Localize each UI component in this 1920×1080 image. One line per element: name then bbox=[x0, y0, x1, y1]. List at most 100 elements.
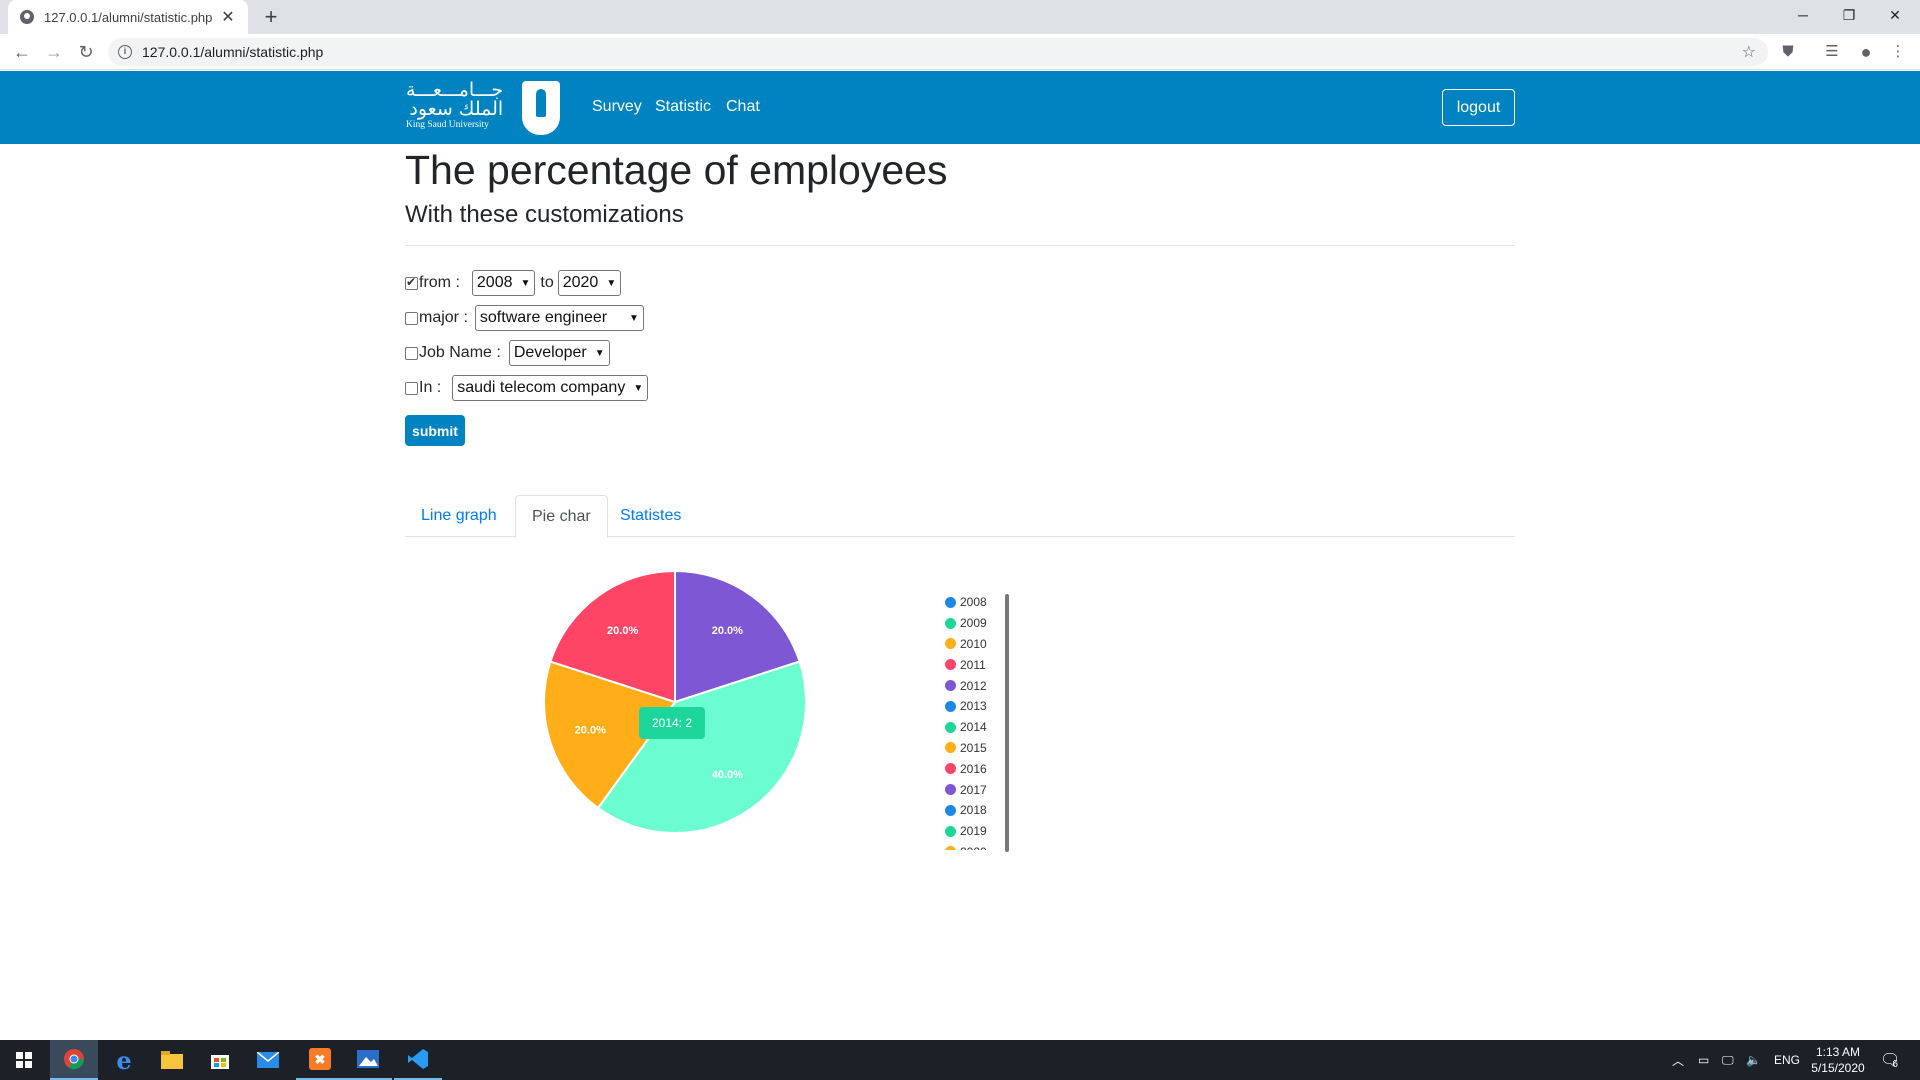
clock-time: 1:13 AM bbox=[1815, 1045, 1861, 1059]
filter-row-major: major : software engineer ▼ bbox=[405, 305, 644, 331]
legend-item-2020[interactable]: 2020 bbox=[945, 842, 1005, 850]
legend-item-2008[interactable]: 2008 bbox=[945, 592, 1005, 613]
in-checkbox[interactable] bbox=[405, 381, 418, 395]
major-label: major : bbox=[419, 309, 468, 326]
close-window-button[interactable]: ✕ bbox=[1889, 7, 1901, 23]
legend-item-2012[interactable]: 2012 bbox=[945, 675, 1005, 696]
bookmark-star-icon[interactable]: ☆ bbox=[1741, 44, 1756, 61]
extension-shield-icon[interactable]: ⛊ bbox=[1782, 43, 1794, 60]
legend-item-2018[interactable]: 2018 bbox=[945, 800, 1005, 821]
legend-label: 2018 bbox=[960, 803, 987, 818]
language-indicator[interactable]: ENG bbox=[1774, 1053, 1801, 1067]
clock[interactable]: 1:13 AM 5/15/2020 bbox=[1808, 1040, 1868, 1080]
pie-slice-2015[interactable] bbox=[545, 660, 677, 810]
windows-start-icon[interactable] bbox=[0, 1040, 48, 1080]
globe-icon bbox=[20, 10, 34, 24]
major-checkbox[interactable] bbox=[405, 311, 418, 325]
back-button[interactable]: ← bbox=[13, 42, 31, 62]
logo-english-text: King Saud University bbox=[406, 120, 489, 130]
legend-item-2019[interactable]: 2019 bbox=[945, 821, 1005, 842]
close-tab-icon[interactable]: ✕ bbox=[221, 9, 235, 26]
browser-tab[interactable]: 127.0.0.1/alumni/statistic.php ✕ bbox=[8, 0, 248, 34]
logout-button[interactable]: logout bbox=[1442, 89, 1515, 126]
menu-icon[interactable]: ⋮ bbox=[1890, 43, 1906, 60]
legend-item-2011[interactable]: 2011 bbox=[945, 654, 1005, 675]
nav-survey[interactable]: Survey bbox=[592, 98, 642, 115]
file-explorer-icon[interactable] bbox=[148, 1040, 196, 1080]
media-icon[interactable]: ☰ bbox=[1825, 43, 1839, 60]
logo-arabic-line2: الملك سعود bbox=[409, 98, 504, 120]
store-icon[interactable] bbox=[196, 1040, 244, 1080]
legend-item-2017[interactable]: 2017 bbox=[945, 779, 1005, 800]
pie-slice-2012[interactable] bbox=[674, 569, 801, 704]
svg-text:✖: ✖ bbox=[315, 1052, 326, 1067]
tray-chevron-icon[interactable]: ︿ bbox=[1672, 1053, 1685, 1068]
pie-slice-2014[interactable] bbox=[596, 660, 807, 834]
xampp-icon[interactable]: ✖ bbox=[296, 1040, 344, 1080]
legend-item-2013[interactable]: 2013 bbox=[945, 696, 1005, 717]
tab-line-graph[interactable]: Line graph bbox=[421, 507, 497, 524]
from-checkbox[interactable] bbox=[405, 275, 418, 290]
tray-network-icon[interactable]: ▭ bbox=[1698, 1053, 1710, 1067]
legend-item-2016[interactable]: 2016 bbox=[945, 758, 1005, 779]
legend-marker bbox=[945, 846, 956, 850]
chart-legend: 2008 2009 2010 2011 2012 2013 2014 2015 2016 2017… bbox=[945, 592, 1005, 850]
chevron-down-icon: ▼ bbox=[606, 277, 617, 289]
filter-row-job: Job Name : Developer ▼ bbox=[405, 340, 610, 366]
edge-icon[interactable]: e bbox=[116, 1045, 132, 1075]
university-logo[interactable]: جـــامـــعـــة الملك سعود King Saud Univ… bbox=[406, 79, 562, 137]
tab-statistes[interactable]: Statistes bbox=[620, 507, 682, 524]
notifications-icon[interactable]: 🗨 6 bbox=[1880, 1052, 1901, 1070]
legend-label: 2011 bbox=[960, 657, 986, 672]
filter-row-company: In : saudi telecom company ▼ bbox=[405, 375, 649, 401]
legend-label: 2020 bbox=[960, 845, 987, 850]
major-select[interactable]: software engineer ▼ bbox=[474, 305, 644, 331]
profile-icon[interactable]: ● bbox=[1860, 42, 1872, 62]
from-label: from : bbox=[419, 274, 460, 291]
legend-item-2010[interactable]: 2010 bbox=[945, 634, 1005, 655]
filter-row-year: from : 2008 ▼ to 2020 ▼ bbox=[405, 270, 622, 296]
legend-label: 2015 bbox=[960, 740, 987, 755]
chevron-down-icon: ▼ bbox=[629, 312, 639, 324]
to-year-select[interactable]: 2020 ▼ bbox=[557, 270, 622, 296]
legend-marker bbox=[945, 596, 956, 608]
logo-arabic-line1: جـــامـــعـــة bbox=[406, 79, 504, 101]
forward-button[interactable]: → bbox=[45, 42, 63, 62]
vscode-icon[interactable] bbox=[394, 1040, 442, 1080]
legend-item-2014[interactable]: 2014 bbox=[945, 717, 1005, 738]
chevron-down-icon: ▼ bbox=[520, 277, 531, 289]
nav-statistic[interactable]: Statistic bbox=[655, 98, 712, 115]
in-label: In : bbox=[419, 379, 442, 396]
pie-label-2012: 20.0% bbox=[712, 625, 743, 637]
legend-item-2015[interactable]: 2015 bbox=[945, 738, 1005, 759]
company-select[interactable]: saudi telecom company ▼ bbox=[452, 375, 649, 401]
pie-label-2015: 20.0% bbox=[575, 725, 606, 737]
legend-scrollbar[interactable] bbox=[1005, 594, 1009, 852]
chrome-icon[interactable] bbox=[50, 1040, 98, 1080]
tab-pie-chart[interactable]: Pie char bbox=[515, 495, 608, 538]
legend-item-2009[interactable]: 2009 bbox=[945, 613, 1005, 634]
tray-monitor-icon[interactable]: 🖵 bbox=[1722, 1052, 1734, 1067]
submit-button[interactable]: submit bbox=[405, 415, 465, 446]
info-icon[interactable]: i bbox=[118, 45, 132, 59]
new-tab-button[interactable]: + bbox=[264, 4, 278, 29]
job-select[interactable]: Developer ▼ bbox=[508, 340, 610, 366]
photos-icon[interactable] bbox=[344, 1040, 392, 1080]
restore-button[interactable]: ❐ bbox=[1842, 7, 1856, 23]
from-year-select[interactable]: 2008 ▼ bbox=[471, 270, 536, 296]
browser-toolbar: ← → ↻ i 127.0.0.1/alumni/statistic.php ☆… bbox=[0, 34, 1920, 70]
pie-slice-2016[interactable] bbox=[549, 569, 676, 704]
nav-chat[interactable]: Chat bbox=[726, 98, 760, 115]
legend-label: 2012 bbox=[960, 678, 987, 693]
job-checkbox[interactable] bbox=[405, 346, 418, 360]
minimize-button[interactable]: ─ bbox=[1798, 7, 1808, 23]
address-bar[interactable]: i 127.0.0.1/alumni/statistic.php ☆ bbox=[108, 38, 1768, 66]
volume-icon[interactable]: 🔈 bbox=[1746, 1053, 1761, 1067]
clock-date: 5/15/2020 bbox=[1811, 1061, 1865, 1075]
mail-icon[interactable] bbox=[244, 1040, 292, 1080]
divider bbox=[405, 245, 1515, 246]
page-title: The percentage of employees bbox=[405, 147, 948, 193]
legend-marker bbox=[945, 680, 956, 692]
legend-label: 2017 bbox=[960, 782, 987, 797]
reload-button[interactable]: ↻ bbox=[78, 42, 94, 62]
